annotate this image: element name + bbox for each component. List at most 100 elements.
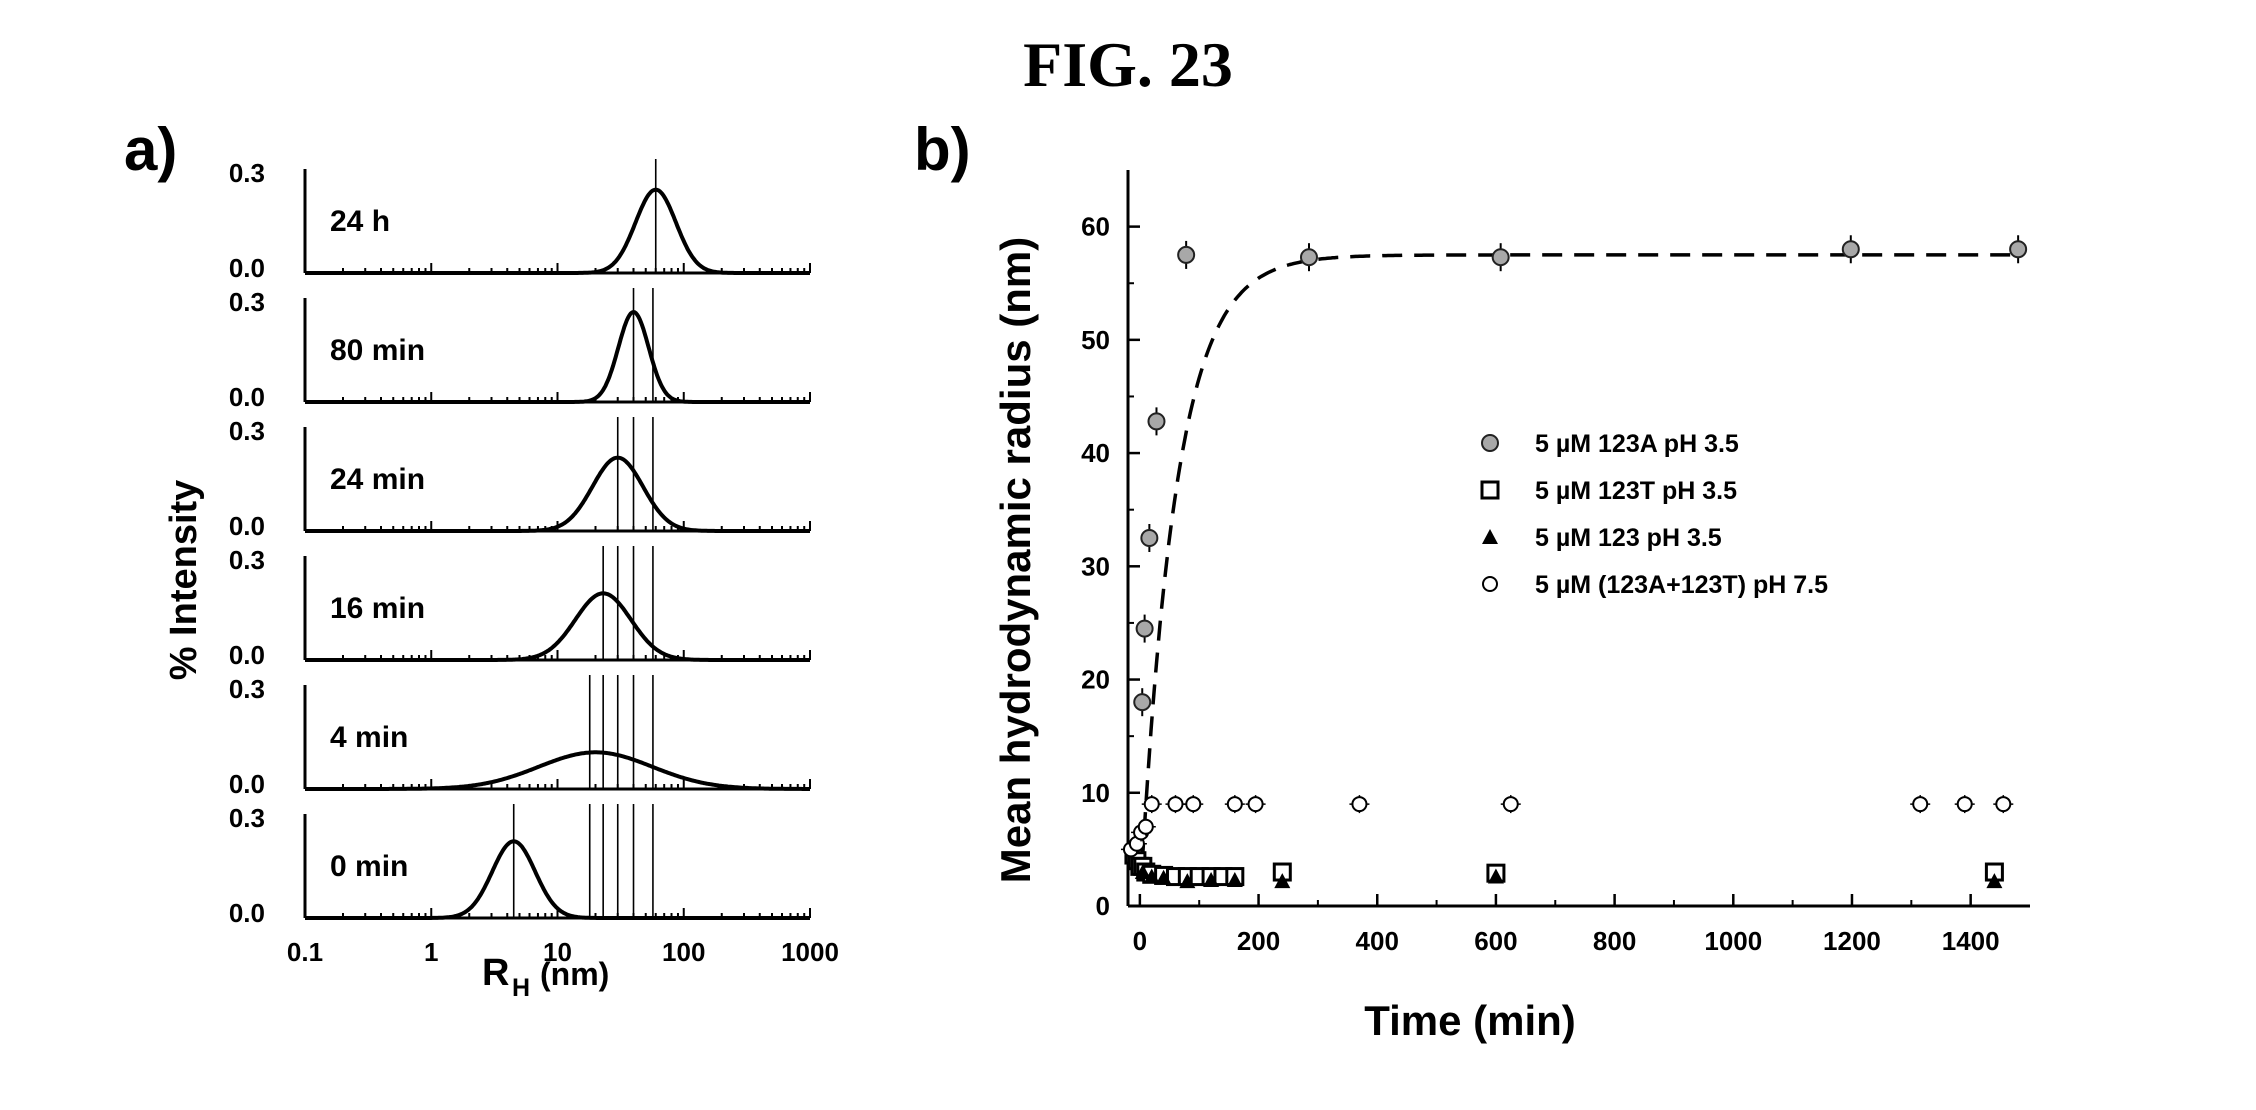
x-tick-label: 600 <box>1474 926 1517 956</box>
legend-marker <box>1482 435 1498 451</box>
data-point <box>1183 795 1203 813</box>
panel-a-label: a) <box>124 116 177 183</box>
marker-square <box>1482 482 1498 498</box>
fit-curve <box>1142 255 2018 864</box>
x-tick-label: 1000 <box>781 937 839 967</box>
legend-item: 5 µM 123A pH 3.5 <box>1482 430 1739 458</box>
data-point <box>1301 243 1317 271</box>
series-0 <box>1134 235 2026 716</box>
marker-circle-gray <box>2010 241 2026 257</box>
x-tick-label: 1400 <box>1942 926 2000 956</box>
subplot-16-min: 0.3 0.0 16 min <box>229 545 810 670</box>
legend-label: 5 µM (123A+123T) pH 7.5 <box>1535 571 1828 599</box>
x-tick-label: 1200 <box>1823 926 1881 956</box>
marker-circle-open <box>1228 797 1242 811</box>
panel-b-axes: 02004006008001000120014000102030405060 <box>1081 170 2030 956</box>
y-tick-label: 20 <box>1081 665 1110 695</box>
data-point <box>1955 795 1975 813</box>
legend-label: 5 µM 123T pH 3.5 <box>1535 477 1737 505</box>
legend-item: 5 µM (123A+123T) pH 7.5 <box>1483 571 1828 599</box>
marker-circle-open <box>1249 797 1263 811</box>
subplot-ytick-label: 0.0 <box>229 898 265 928</box>
y-tick-label: 60 <box>1081 212 1110 242</box>
panel-a-ylabel: % Intensity <box>163 480 205 681</box>
marker-circle-open <box>1913 797 1927 811</box>
marker-circle-open <box>1504 797 1518 811</box>
subplot-ytick-label: 0.0 <box>229 769 265 799</box>
legend-marker <box>1483 577 1497 591</box>
panel-a-xlabel-main: R <box>482 952 509 994</box>
marker-circle-open <box>1145 797 1159 811</box>
data-point <box>1225 795 1245 813</box>
marker-circle-gray <box>1493 249 1509 265</box>
panel-b-ylabel: Mean hydrodynamic radius (nm) <box>992 237 1039 883</box>
legend-marker <box>1482 529 1498 544</box>
data-point <box>1178 241 1194 269</box>
y-tick-label: 40 <box>1081 438 1110 468</box>
panel-a-subplots: 0.30.024 h0.30.080 min0.30.024 min0.30.0… <box>229 158 810 928</box>
series-2 <box>1135 864 2003 888</box>
marker-circle-gray <box>1137 621 1153 637</box>
subplot-4-min: 0.3 0.0 4 min <box>229 674 810 799</box>
series-1 <box>1126 847 2002 885</box>
subplot-ytick-label: 0.0 <box>229 382 265 412</box>
marker-circle-gray <box>1141 530 1157 546</box>
data-point <box>1246 795 1266 813</box>
marker-circle-open <box>1958 797 1972 811</box>
subplot-24-min: 0.30.024 min <box>229 416 810 541</box>
data-point <box>1993 795 2013 813</box>
subplot-ytick-label: 0.3 <box>229 416 265 446</box>
subplot-trace-label: 0 min <box>330 850 408 883</box>
x-tick-label: 1000 <box>1704 926 1762 956</box>
marker-circle-open <box>1996 797 2010 811</box>
series-3 <box>1121 795 2013 858</box>
x-tick-label: 100 <box>662 937 705 967</box>
data-point <box>1134 688 1150 716</box>
x-tick-label: 400 <box>1356 926 1399 956</box>
marker-circle-gray <box>1178 247 1194 263</box>
figure-title: FIG. 23 <box>1023 29 1233 100</box>
panel-b-legend: 5 µM 123A pH 3.5 5 µM 123T pH 3.5 5 µM 123… <box>1482 430 1828 599</box>
data-point <box>1843 235 1859 263</box>
y-tick-label: 30 <box>1081 551 1110 581</box>
marker-circle-gray <box>1134 694 1150 710</box>
subplot-24-h: 0.30.024 h <box>229 158 810 283</box>
x-tick-label: 10 <box>543 937 572 967</box>
y-tick-label: 0 <box>1096 891 1110 921</box>
subplot-ytick-label: 0.0 <box>229 511 265 541</box>
panel-b-xlabel: Time (min) <box>1364 997 1576 1044</box>
subplot-ytick-label: 0.3 <box>229 287 265 317</box>
subplot-80-min: 0.30.080 min <box>229 287 810 412</box>
subplot-0-min: 0.3 0.0 0 min <box>229 803 810 928</box>
subplot-trace-label: 24 h <box>330 205 390 238</box>
legend-label: 5 µM 123 pH 3.5 <box>1535 524 1722 552</box>
legend-label: 5 µM 123A pH 3.5 <box>1535 430 1739 458</box>
panel-b-points <box>1121 235 2026 888</box>
data-point <box>1137 615 1153 643</box>
legend-marker <box>1482 482 1498 498</box>
marker-circle-open <box>1186 797 1200 811</box>
marker-circle-gray <box>1148 413 1164 429</box>
data-point <box>1141 524 1157 552</box>
subplot-trace-label: 16 min <box>330 592 425 625</box>
subplot-trace-label: 4 min <box>330 721 408 754</box>
y-tick-label: 50 <box>1081 325 1110 355</box>
subplot-ytick-label: 0.3 <box>229 545 265 575</box>
data-point <box>1910 795 1930 813</box>
panel-b: b) Mean hydrodynamic radius (nm) Time (m… <box>914 116 2030 1044</box>
marker-triangle <box>1482 529 1498 544</box>
marker-circle-open <box>1168 797 1182 811</box>
x-tick-label: 0.1 <box>287 937 323 967</box>
data-point <box>1493 243 1509 271</box>
subplot-ytick-label: 0.0 <box>229 253 265 283</box>
subplot-ytick-label: 0.0 <box>229 640 265 670</box>
legend-item: 5 µM 123T pH 3.5 <box>1482 477 1737 505</box>
marker-circle-open <box>1139 820 1153 834</box>
subplot-ytick-label: 0.3 <box>229 674 265 704</box>
subplot-ytick-label: 0.3 <box>229 803 265 833</box>
data-point <box>2010 235 2026 263</box>
panel-a-xlabel-sub: H <box>512 974 530 1002</box>
data-point <box>1501 795 1521 813</box>
data-point <box>1148 407 1164 435</box>
